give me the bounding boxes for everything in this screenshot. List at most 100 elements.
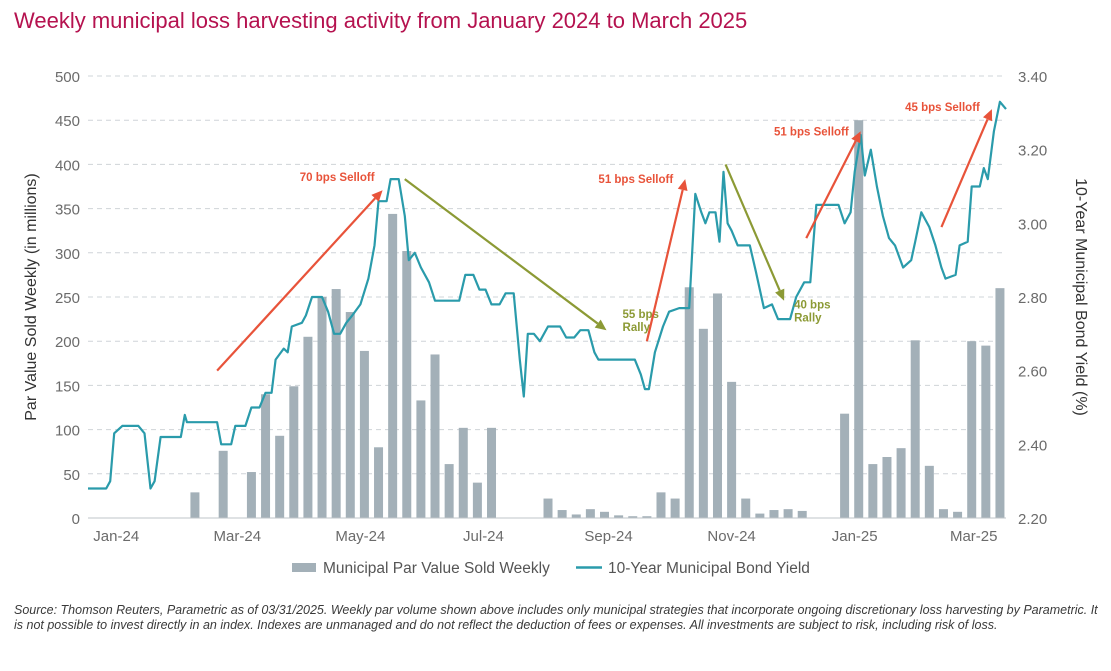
rally-arrow — [724, 163, 781, 292]
bar — [642, 516, 652, 518]
bar — [882, 457, 892, 518]
rally-label-line1: 55 bps — [623, 309, 659, 321]
bar — [600, 511, 610, 518]
bar — [543, 498, 553, 518]
y-tick-label: 100 — [55, 423, 80, 440]
bar — [924, 465, 934, 518]
y-tick-label: 450 — [55, 113, 80, 130]
rally-label-line2: Rally — [623, 322, 651, 334]
selloff-arrow — [805, 140, 857, 239]
bar — [571, 514, 581, 518]
bar — [317, 297, 327, 518]
arrow-head — [775, 288, 785, 301]
bar — [585, 509, 595, 518]
y2-tick-label: 3.00 — [1018, 216, 1047, 233]
gridlines — [88, 75, 1006, 519]
bar — [868, 464, 878, 518]
y-tick-label: 500 — [55, 69, 80, 86]
bar — [783, 509, 793, 518]
chart-title: Weekly municipal loss harvesting activit… — [14, 8, 748, 33]
source-note: Source: Thomson Reuters, Parametric as o… — [14, 603, 1098, 632]
y-tick-label: 250 — [55, 290, 80, 307]
rally-label-line2: Rally — [794, 313, 822, 325]
x-tick-label: Jan-25 — [832, 528, 878, 545]
bar — [769, 510, 779, 518]
x-tick-label: Sep-24 — [584, 528, 632, 545]
y2-tick-label: 2.20 — [1018, 511, 1047, 528]
legend-line-label: 10-Year Municipal Bond Yield — [608, 560, 810, 577]
selloff-arrow — [216, 197, 376, 372]
x-tick-label: Mar-25 — [950, 528, 998, 545]
bar — [246, 472, 256, 518]
bar — [712, 293, 722, 518]
y-tick-label: 400 — [55, 157, 80, 174]
arrow-head — [371, 190, 383, 202]
x-tick-label: Jul-24 — [463, 528, 504, 545]
bar — [458, 427, 468, 518]
bar — [487, 427, 497, 518]
y2-tick-label: 2.60 — [1018, 364, 1047, 381]
selloff-label: 51 bps Selloff — [774, 126, 849, 138]
bar — [402, 251, 412, 519]
bar — [345, 312, 355, 518]
selloff-arrow — [645, 189, 684, 342]
bar — [275, 435, 285, 518]
y2-axis-title: 10-Year Municipal Bond Yield (%) — [1072, 178, 1089, 416]
rally-arrow — [404, 178, 599, 325]
arrow-head — [983, 109, 993, 122]
bar — [896, 448, 906, 518]
bar — [854, 120, 864, 518]
y-tick-label: 0 — [72, 511, 80, 528]
selloff-label: 45 bps Selloff — [905, 102, 980, 114]
bar — [656, 492, 666, 518]
bar — [472, 482, 482, 518]
bar — [444, 464, 454, 518]
bar — [289, 386, 299, 518]
bar — [910, 340, 920, 518]
bar-series — [190, 120, 1005, 519]
yield-line — [88, 100, 1007, 490]
rally-label-line1: 40 bps — [794, 300, 830, 312]
selloff-arrow — [940, 118, 989, 228]
arrow-head — [677, 179, 688, 191]
arrow-head — [594, 319, 607, 331]
bar — [557, 510, 567, 518]
line-series — [88, 100, 1007, 490]
selloff-label: 51 bps Selloff — [598, 174, 673, 186]
bar — [670, 498, 680, 518]
bar — [938, 509, 948, 518]
y2-tick-label: 2.40 — [1018, 437, 1047, 454]
y-tick-label: 150 — [55, 378, 80, 395]
x-tick-label: May-24 — [335, 528, 385, 545]
bar — [840, 413, 850, 518]
y-tick-label: 200 — [55, 334, 80, 351]
arrow-head — [851, 131, 861, 144]
selloff-label: 70 bps Selloff — [300, 172, 375, 184]
bar — [797, 510, 807, 518]
bar — [967, 341, 977, 518]
y-axis-title: Par Value Sold Weekly (in millions) — [23, 173, 40, 421]
x-tick-label: Nov-24 — [707, 528, 755, 545]
bar — [727, 381, 737, 518]
bar — [953, 511, 963, 518]
x-tick-label: Mar-24 — [214, 528, 262, 545]
bar — [374, 447, 384, 518]
bar — [359, 350, 369, 518]
bar — [430, 354, 440, 518]
x-tick-label: Jan-24 — [93, 528, 139, 545]
bar — [303, 336, 313, 518]
bar — [755, 513, 765, 518]
bar — [218, 450, 228, 518]
bar — [628, 516, 638, 518]
y2-tick-label: 3.40 — [1018, 69, 1047, 86]
bar — [614, 515, 624, 518]
bar — [261, 394, 271, 518]
bar — [995, 288, 1005, 518]
bar — [741, 498, 751, 518]
legend-bar-label: Municipal Par Value Sold Weekly — [323, 560, 550, 577]
bar — [981, 345, 991, 518]
y2-tick-label: 2.80 — [1018, 290, 1047, 307]
bar — [190, 492, 200, 518]
